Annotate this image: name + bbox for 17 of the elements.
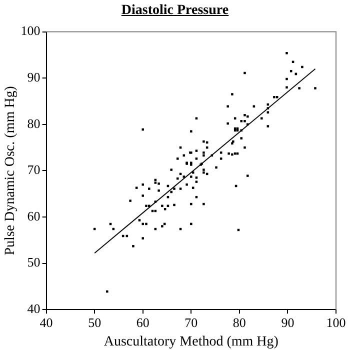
y-tick-label: 40 <box>27 301 40 316</box>
y-tick-label: 100 <box>20 23 40 38</box>
chart-title: Diastolic Pressure <box>120 2 230 20</box>
y-tick-label: 90 <box>27 70 40 85</box>
y-tick-label: 50 <box>27 254 40 270</box>
y-tick-label: 60 <box>27 208 40 224</box>
x-tick-label: 90 <box>281 314 294 330</box>
x-tick-label: 80 <box>232 314 246 330</box>
x-axis-title: Auscultatory Method (mm Hg) <box>104 334 279 350</box>
x-tick-label: 50 <box>88 314 102 330</box>
x-tick-label: 60 <box>136 314 150 330</box>
x-tick-label: 40 <box>40 314 53 330</box>
y-axis-title: Pulse Dynamic Osc. (mm Hg) <box>3 86 18 256</box>
x-tick-label: 70 <box>184 314 198 330</box>
x-tick-label: 100 <box>326 314 346 330</box>
y-tick-label: 70 <box>27 162 40 178</box>
y-tick-label: 80 <box>27 116 40 131</box>
